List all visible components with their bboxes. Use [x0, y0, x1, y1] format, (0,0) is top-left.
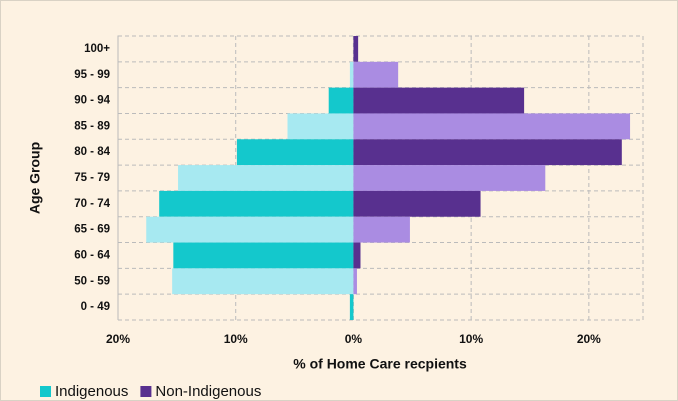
- bar: [353, 242, 361, 269]
- legend-label: Non-Indigenous: [155, 383, 261, 400]
- y-tick-label: 90 - 94: [74, 95, 110, 107]
- legend-swatch: [40, 386, 51, 397]
- bar: [353, 268, 357, 295]
- legend-swatch: [140, 386, 152, 397]
- plot-border: [117, 35, 644, 321]
- x-tick-label: 0%: [345, 332, 363, 346]
- bar: [349, 61, 354, 88]
- y-tick-label: 100+: [84, 43, 110, 55]
- y-axis-title: Age Group: [27, 142, 43, 214]
- y-tick-label: 70 - 74: [74, 198, 110, 210]
- x-tick-label: 20%: [577, 332, 601, 346]
- y-tick-label: 80 - 84: [74, 146, 110, 158]
- bar: [146, 216, 354, 243]
- x-tick-label: 10%: [224, 332, 248, 346]
- bar: [353, 87, 525, 114]
- bar: [236, 139, 354, 166]
- y-tick-label: 95 - 99: [74, 69, 110, 81]
- y-tick-label: 50 - 59: [74, 275, 110, 287]
- bar: [159, 190, 354, 217]
- bar: [353, 165, 546, 191]
- bar: [173, 242, 354, 269]
- bar: [353, 113, 631, 140]
- bar: [353, 36, 359, 62]
- bar: [172, 268, 354, 295]
- bar: [353, 139, 622, 166]
- bar: [287, 113, 354, 140]
- x-axis-title: % of Home Care recpients: [293, 356, 467, 372]
- bar: [349, 294, 354, 320]
- bar: [353, 190, 481, 217]
- bar: [328, 87, 354, 114]
- bar: [353, 216, 410, 243]
- y-tick-label: 0 - 49: [81, 301, 110, 313]
- x-tick-label: 10%: [459, 332, 483, 346]
- y-tick-label: 85 - 89: [74, 120, 110, 132]
- bar: [178, 165, 354, 191]
- y-tick-label: 60 - 64: [74, 249, 110, 261]
- y-tick-label: 75 - 79: [74, 172, 110, 184]
- x-tick-label: 20%: [106, 332, 130, 346]
- bar: [353, 61, 399, 88]
- y-tick-label: 65 - 69: [74, 224, 110, 236]
- legend-label: Indigenous: [55, 383, 128, 400]
